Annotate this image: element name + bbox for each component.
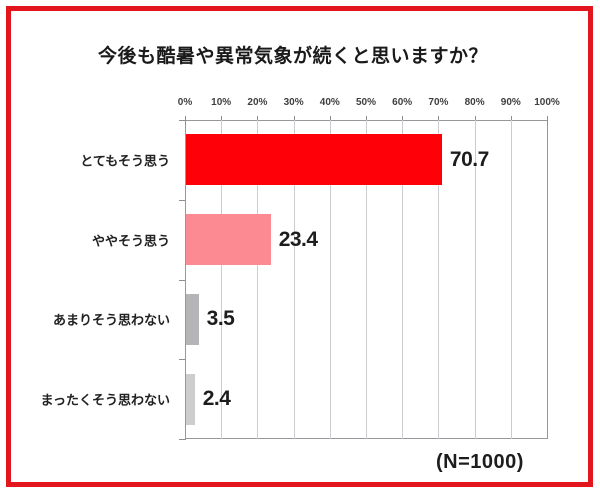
gridline — [329, 120, 331, 439]
gridline — [257, 120, 259, 439]
value-label: 2.4 — [202, 387, 231, 411]
x-axis-tick-label: 40% — [319, 97, 340, 108]
x-axis-tick-label: 10% — [211, 97, 232, 108]
bar — [186, 293, 199, 345]
gridline — [221, 120, 223, 439]
category-label: あまりそう思わない — [52, 312, 170, 328]
x-axis-tick-label: 80% — [464, 97, 485, 108]
bar — [186, 214, 271, 266]
bar — [186, 373, 195, 425]
category-label: ややそう思う — [91, 233, 170, 249]
x-axis-tick-label: 70% — [428, 97, 449, 108]
category-label: とてもそう思う — [80, 153, 170, 169]
x-axis-tick-label: 90% — [500, 97, 521, 108]
gridline — [474, 120, 476, 439]
category-label: まったくそう思わない — [40, 392, 170, 408]
chart-title: 今後も酷暑や異常気象が続くと思いますか？ — [97, 46, 488, 67]
x-axis-tick-label: 0% — [177, 97, 193, 108]
x-axis-tick-mark — [547, 116, 548, 125]
gridline — [402, 120, 404, 439]
y-axis-tick-mark — [179, 359, 186, 360]
x-axis-tick-label: 20% — [247, 97, 268, 108]
y-axis-tick-mark — [179, 120, 186, 121]
gridline — [438, 120, 440, 439]
y-axis-tick-mark — [179, 200, 186, 201]
bar — [186, 134, 442, 186]
gridline — [293, 120, 295, 439]
x-axis-tick-label: 100% — [534, 97, 560, 108]
gridline — [366, 120, 367, 439]
x-axis-tick-label: 50% — [355, 97, 377, 108]
sample-size-note: (N=1000) — [436, 451, 524, 473]
x-axis-tick-label: 60% — [392, 97, 413, 108]
y-axis-tick-mark — [179, 439, 186, 440]
y-axis-tick-mark — [179, 280, 186, 281]
gridline — [510, 120, 512, 439]
value-label: 3.5 — [206, 307, 235, 331]
value-label: 70.7 — [449, 147, 489, 171]
x-axis-tick-label: 30% — [283, 97, 304, 108]
value-label: 23.4 — [278, 227, 318, 251]
